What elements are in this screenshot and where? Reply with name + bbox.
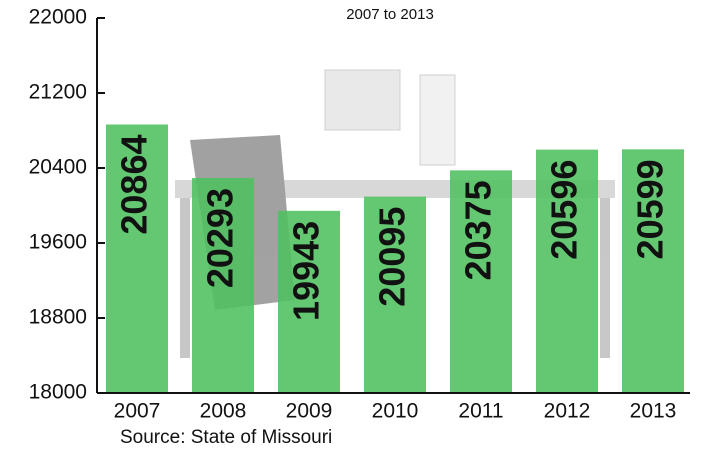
bar bbox=[106, 124, 168, 393]
y-tick-label: 21200 bbox=[29, 81, 87, 104]
data-label: 20375 bbox=[458, 180, 499, 280]
y-tick-label: 22000 bbox=[29, 6, 87, 29]
x-tick-label: 2007 bbox=[114, 400, 161, 423]
x-tick-label: 2008 bbox=[200, 400, 247, 423]
bar bbox=[536, 149, 598, 393]
x-tick-label: 2012 bbox=[544, 400, 591, 423]
bar bbox=[622, 149, 684, 393]
data-label: 20293 bbox=[200, 188, 241, 288]
bar bbox=[364, 196, 426, 393]
y-tick-label: 18800 bbox=[29, 306, 87, 329]
chart-subtitle: 2007 to 2013 bbox=[346, 6, 434, 23]
y-tick-label: 20400 bbox=[29, 156, 87, 179]
bar bbox=[450, 170, 512, 393]
bar bbox=[278, 210, 340, 393]
computer-tower bbox=[419, 74, 456, 166]
desk-leg bbox=[180, 198, 190, 358]
data-label: 19943 bbox=[286, 221, 327, 321]
monitor bbox=[324, 69, 401, 131]
x-tick-label: 2013 bbox=[630, 400, 677, 423]
data-label: 20095 bbox=[372, 207, 413, 307]
data-label: 20599 bbox=[630, 159, 671, 259]
x-tick-label: 2009 bbox=[286, 400, 333, 423]
data-label: 20596 bbox=[544, 160, 585, 260]
x-tick-label: 2010 bbox=[372, 400, 419, 423]
y-tick-label: 18000 bbox=[29, 381, 87, 404]
desk-leg bbox=[600, 198, 610, 358]
bar bbox=[192, 178, 254, 393]
source-note: Source: State of Missouri bbox=[120, 427, 332, 448]
y-tick-label: 19600 bbox=[29, 231, 87, 254]
x-tick-label: 2011 bbox=[458, 400, 503, 423]
data-label: 20864 bbox=[114, 135, 155, 235]
